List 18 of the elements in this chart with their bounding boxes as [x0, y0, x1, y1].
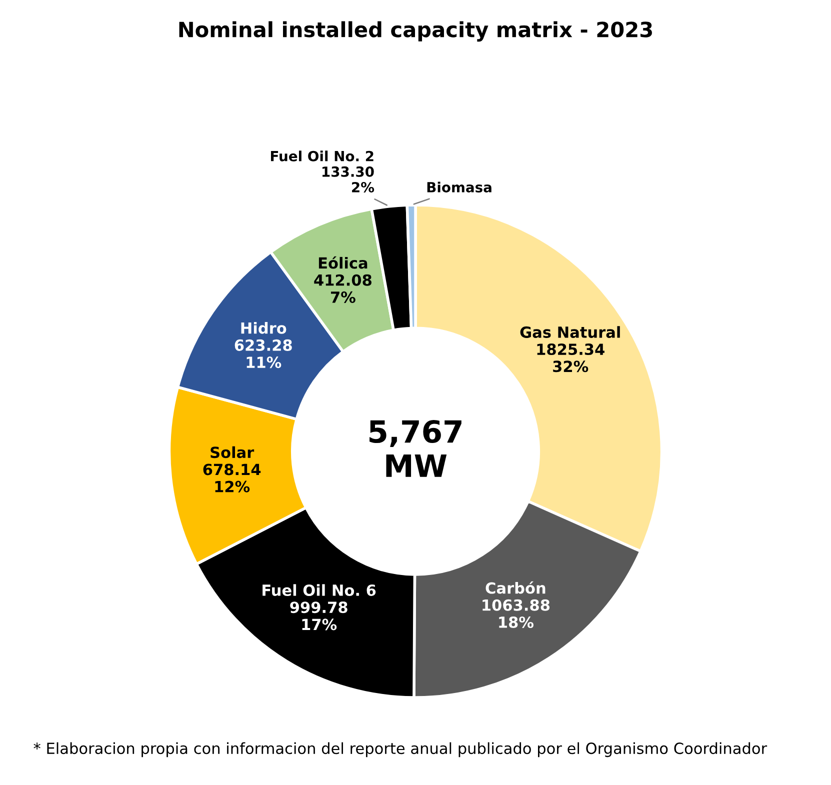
text: * Elaboracion propia con informacion del reporte anual publicado por el Organismo Coordinador [34, 742, 768, 758]
text: 5,767 MW [370, 420, 462, 477]
data-label: 999.78 17% [290, 602, 348, 630]
slice-label: Carbón [486, 581, 546, 594]
data-label: 133.30 2% [322, 166, 374, 192]
slice-label: Biomasa [427, 182, 492, 192]
slice-label: Fuel Oil No. 2 [270, 150, 374, 162]
chart-title: Nominal installed capacity matrix - 2023 [179, 21, 652, 42]
data-label: 678.14 12% [203, 464, 261, 492]
slice-label: Eólica [318, 256, 368, 269]
data-label: 1063.88 18% [482, 599, 550, 628]
slice-label: Hidro [241, 322, 286, 334]
data-label: 623.28 11% [234, 339, 292, 368]
data-label: 1825.34 32% [537, 344, 604, 372]
slice-label: Fuel Oil No. 6 [262, 584, 376, 596]
slice-label: Solar [210, 446, 254, 458]
data-label: 412.08 7% [314, 274, 372, 303]
slice-label: Gas Natural [520, 326, 620, 338]
